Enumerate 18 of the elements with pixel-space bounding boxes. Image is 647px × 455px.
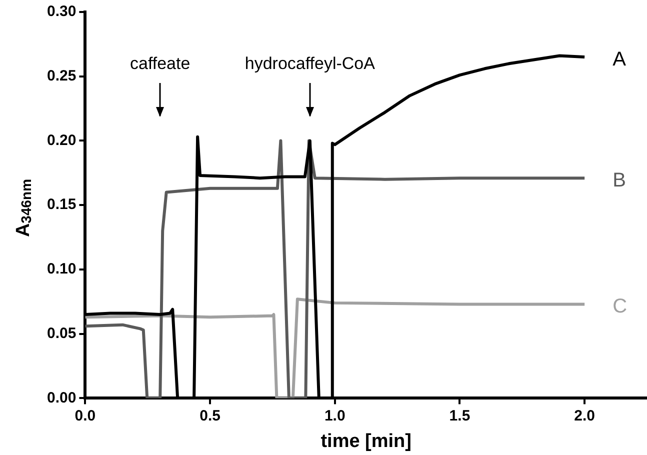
x-tick-label: 0.0 <box>74 407 96 424</box>
x-tick-label: 1.5 <box>449 407 470 424</box>
y-tick-label: 0.10 <box>46 260 76 278</box>
y-tick-label: 0.20 <box>46 132 76 149</box>
y-tick-label: 0.15 <box>46 196 76 214</box>
y-tick-label: 0.25 <box>46 68 76 85</box>
x-tick-label: 0.5 <box>200 407 220 424</box>
x-tick-label: 2.0 <box>574 407 596 424</box>
y-tick-label: 0.30 <box>46 3 76 20</box>
ref-line-label: caffeate <box>130 54 190 74</box>
y-tick-label: 0.00 <box>46 389 76 406</box>
x-tick-label: 1.0 <box>324 407 346 424</box>
series-label: B <box>612 170 626 192</box>
series-label: C <box>612 296 628 318</box>
series-label: A <box>612 48 627 71</box>
ref-line-label: hydrocaffeyl-CoA <box>244 54 376 74</box>
x-axis-title: time [min] <box>320 430 412 452</box>
y-tick-label: 0.05 <box>46 324 76 342</box>
